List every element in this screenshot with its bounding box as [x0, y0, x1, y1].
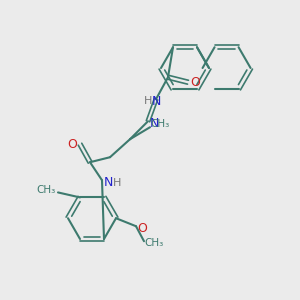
Text: H: H [113, 178, 121, 188]
Text: CH₃: CH₃ [150, 119, 170, 129]
Text: CH₃: CH₃ [36, 185, 56, 195]
Text: O: O [190, 76, 200, 89]
Text: O: O [67, 138, 77, 151]
Text: O: O [137, 222, 147, 235]
Text: N: N [149, 117, 159, 130]
Text: H: H [144, 96, 152, 106]
Text: CH₃: CH₃ [144, 238, 164, 248]
Text: N: N [151, 95, 161, 108]
Text: N: N [103, 176, 113, 189]
